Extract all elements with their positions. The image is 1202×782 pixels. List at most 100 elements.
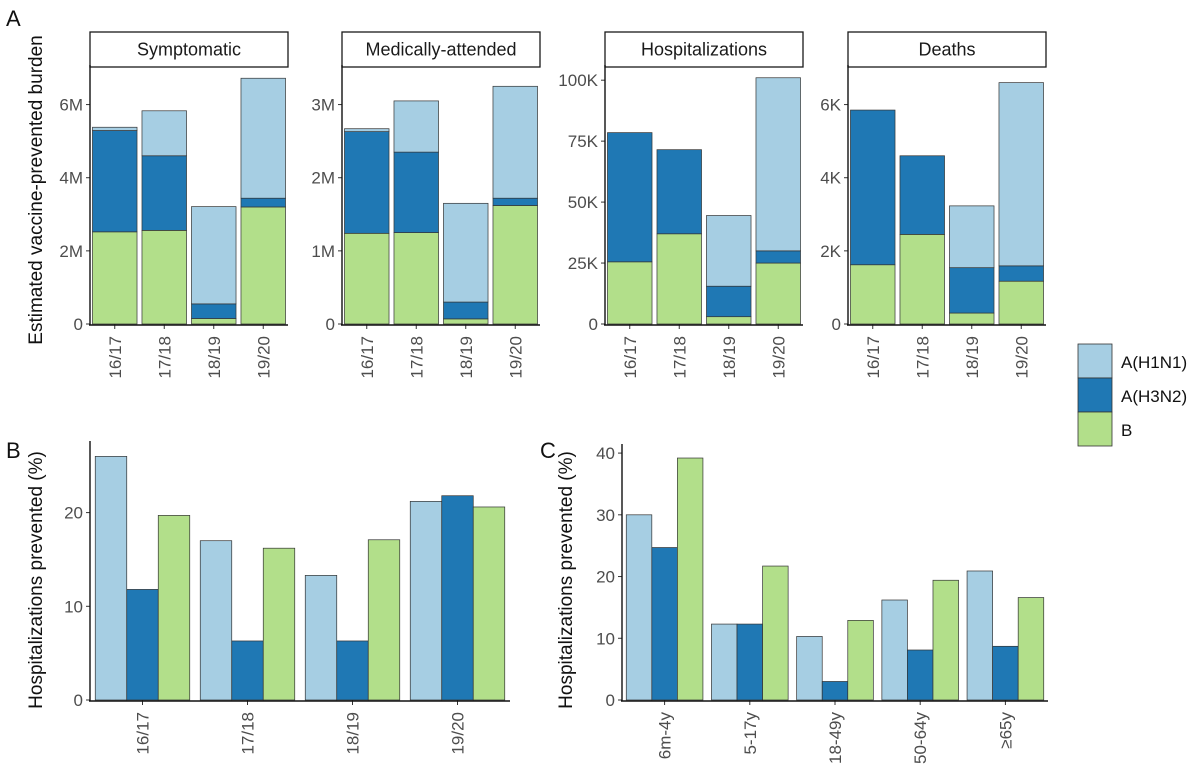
x-tick-label: 19/20 bbox=[1012, 336, 1031, 379]
legend-swatch-h3n2 bbox=[1077, 377, 1113, 413]
bar-a-h1n1-50-64y bbox=[881, 599, 908, 701]
y-tick-label: 75K bbox=[568, 132, 599, 151]
bar-a-h1n1-17-18 bbox=[199, 540, 233, 701]
x-tick-label: 6m-4y bbox=[656, 712, 675, 760]
x-tick-label: 17/18 bbox=[155, 336, 174, 379]
y-tick-label: 20 bbox=[64, 504, 83, 523]
x-tick-label: 17/18 bbox=[239, 712, 258, 755]
bar-a-h1n1-19-20 bbox=[492, 85, 538, 199]
bar-b-17-18 bbox=[899, 234, 945, 325]
bar-a-h3n2-65y bbox=[992, 645, 1019, 701]
y-tick-label: 0 bbox=[326, 315, 335, 334]
bar-a-h1n1-65y bbox=[966, 570, 993, 701]
bar-a-h1n1-18-19 bbox=[304, 575, 338, 701]
x-tick-label: 17/18 bbox=[913, 336, 932, 379]
x-tick-label: 19/20 bbox=[254, 336, 273, 379]
bar-b-17-18 bbox=[656, 233, 702, 325]
x-tick-label: 18/19 bbox=[344, 712, 363, 755]
bar-a-h3n2-19-20 bbox=[492, 197, 538, 206]
facet-deaths: Deaths 0 2K 4K 6K 16/17 17/18 18/19 19/20 bbox=[820, 31, 1047, 379]
facet-medically-attended: Medically-attended 0 1M 2M 3M 16/17 17/18 18/19… bbox=[311, 31, 541, 379]
y-tick-label: 20 bbox=[596, 568, 615, 587]
bar-b-19-20 bbox=[755, 262, 801, 325]
bar-b-18-19 bbox=[443, 318, 489, 325]
bar-b-17-18 bbox=[262, 547, 296, 701]
bar-b-19-20 bbox=[998, 280, 1044, 325]
x-tick-label: 17/18 bbox=[407, 336, 426, 379]
bar-b-17-18 bbox=[141, 230, 187, 325]
bar-a-h3n2-17-18 bbox=[656, 149, 702, 235]
bar-b-16-17 bbox=[157, 515, 191, 701]
bar-b-16-17 bbox=[607, 261, 653, 325]
bar-a-h1n1-6m-4y bbox=[625, 514, 653, 701]
bar-a-h3n2-6m-4y bbox=[651, 547, 678, 701]
x-tick-label: 17/18 bbox=[670, 336, 689, 379]
bar-a-h3n2-18-19 bbox=[949, 267, 995, 314]
x-tick-label: 19/20 bbox=[769, 336, 788, 379]
legend-label-h1n1: A(H1N1) bbox=[1121, 353, 1187, 372]
bar-a-h3n2-16-17 bbox=[92, 130, 138, 233]
bar-a-h1n1-16-17 bbox=[344, 128, 390, 132]
y-tick-label: 10 bbox=[596, 629, 615, 648]
facet-strip bbox=[89, 31, 289, 68]
bar-a-h1n1-19-20 bbox=[409, 500, 443, 701]
y-tick-label: 0 bbox=[832, 315, 841, 334]
bar-b-19-20 bbox=[240, 206, 286, 325]
bar-a-h3n2-18-49y bbox=[821, 681, 849, 701]
bar-a-h3n2-19-20 bbox=[755, 250, 801, 264]
facet-title: Medically-attended bbox=[365, 40, 516, 60]
panel-c-y-axis-title: Hospitalizations prevented (%) bbox=[556, 451, 577, 709]
bar-a-h1n1-16-17 bbox=[94, 456, 128, 701]
x-tick-label: 50-64y bbox=[911, 712, 930, 764]
bar-b-19-20 bbox=[472, 506, 506, 701]
legend-label-h3n2: A(H3N2) bbox=[1121, 387, 1187, 406]
bar-a-h1n1-18-49y bbox=[796, 636, 823, 701]
x-tick-label: 19/20 bbox=[449, 712, 468, 755]
bar-a-h3n2-18-19 bbox=[336, 640, 369, 701]
bar-b-18-19 bbox=[367, 539, 401, 701]
bar-a-h3n2-16-17 bbox=[126, 589, 159, 701]
bar-b-18-49y bbox=[847, 620, 874, 701]
y-tick-label: 4K bbox=[820, 169, 841, 188]
panel-b-chart: 0 10 20 16/17 17/18 18/19 19/20 bbox=[64, 441, 510, 755]
bar-b-16-17 bbox=[92, 231, 138, 325]
facet-hospitalizations: Hospitalizations 0 25K 50K 75K 100K 16/17 17/18… bbox=[558, 31, 804, 379]
x-tick-label: 18-49y bbox=[826, 712, 845, 764]
x-tick-label: 16/17 bbox=[621, 336, 640, 379]
y-tick-label: 2M bbox=[311, 169, 335, 188]
x-tick-label: 19/20 bbox=[506, 336, 525, 379]
facet-symptomatic: Symptomatic 0 2M 4M 6M 16/17 17/18 18/19 19/20 bbox=[59, 31, 289, 379]
bar-a-h3n2-50-64y bbox=[907, 649, 934, 701]
panel-label-a: A bbox=[6, 6, 21, 31]
bar-a-h3n2-17-18 bbox=[899, 155, 945, 235]
panel-label-b: B bbox=[6, 438, 21, 463]
bar-a-h1n1-18-19 bbox=[443, 202, 489, 303]
bar-a-h3n2-18-19 bbox=[191, 303, 237, 319]
bar-a-h3n2-16-17 bbox=[850, 109, 896, 266]
legend: A(H1N1) A(H3N2) B bbox=[1077, 343, 1187, 447]
y-tick-label: 0 bbox=[74, 315, 83, 334]
bar-a-h3n2-16-17 bbox=[344, 131, 390, 234]
panel-label-c: C bbox=[540, 438, 556, 463]
bar-b-16-17 bbox=[344, 232, 390, 325]
legend-swatch-h1n1 bbox=[1077, 343, 1113, 379]
bar-a-h1n1-19-20 bbox=[240, 77, 286, 199]
bar-a-h1n1-19-20 bbox=[755, 77, 801, 252]
bar-a-h3n2-5-17y bbox=[736, 623, 763, 701]
y-tick-label: 0 bbox=[74, 691, 83, 710]
bar-a-h3n2-17-18 bbox=[231, 640, 264, 701]
facet-strip bbox=[341, 31, 541, 68]
bar-a-h1n1-5-17y bbox=[711, 623, 738, 701]
bar-b-19-20 bbox=[492, 205, 538, 325]
x-tick-label: 18/19 bbox=[720, 336, 739, 379]
facet-strip bbox=[604, 31, 804, 68]
y-tick-label: 25K bbox=[568, 254, 599, 273]
facet-strip bbox=[847, 31, 1047, 68]
y-tick-label: 30 bbox=[596, 506, 615, 525]
facet-title: Symptomatic bbox=[137, 40, 241, 60]
facet-title: Deaths bbox=[918, 40, 975, 60]
bar-b-50-64y bbox=[932, 579, 959, 701]
x-tick-label: 5-17y bbox=[741, 712, 760, 755]
